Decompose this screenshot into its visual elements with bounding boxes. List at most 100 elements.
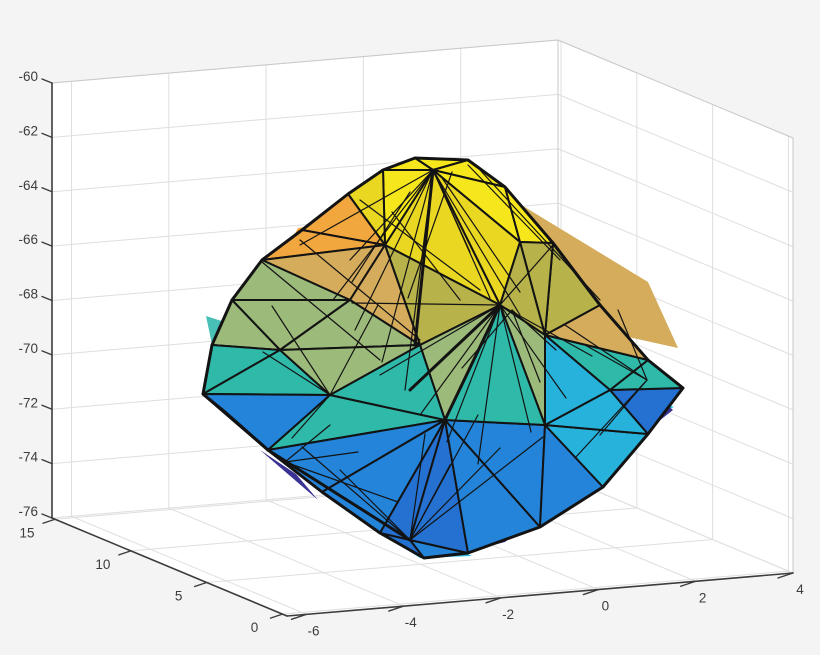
mesh-wire-edge	[284, 461, 399, 503]
y-tick-mark	[269, 613, 284, 619]
mesh-wire-edge	[359, 199, 481, 291]
mesh-wire-edge	[499, 304, 567, 399]
x-axis-line	[286, 572, 794, 617]
z-tick-mark	[41, 241, 53, 247]
x-tick-label: -2	[502, 607, 514, 622]
z-tick-mark	[41, 78, 53, 84]
x-tick-label: 4	[796, 582, 804, 597]
mesh-wire-edge	[407, 171, 453, 299]
mesh-silhouette	[201, 156, 685, 560]
grid-y-floor	[206, 538, 714, 583]
mesh-wire-edge	[409, 433, 426, 541]
mesh-wire-edge	[439, 174, 521, 293]
mesh-wire-edge	[301, 446, 411, 541]
grid-x-floor	[265, 499, 502, 599]
y-tick-mark	[193, 581, 208, 588]
grid-z-right-wall	[557, 148, 794, 248]
mesh-wire-edge	[284, 451, 359, 463]
mesh-wire-edge	[409, 436, 544, 541]
mesh-wire-edge	[477, 304, 501, 465]
mesh-wire-edge	[574, 379, 648, 459]
surface-overhang-patch	[505, 195, 678, 348]
mesh-strong-edge	[408, 303, 502, 392]
z-tick-mark	[41, 458, 53, 465]
mesh-wire-edge	[617, 309, 648, 381]
x-tick-mark	[290, 613, 308, 621]
x-tick-mark	[679, 580, 697, 587]
mesh-strong-edge	[413, 168, 435, 347]
z-tick-mark	[41, 404, 53, 410]
mesh-strong-edge	[443, 303, 502, 422]
z-tick-mark	[41, 187, 53, 193]
z-tick-label: -66	[18, 232, 38, 247]
y-tick-mark	[42, 518, 56, 524]
y-tick-label: 10	[95, 557, 110, 572]
x-tick-label: -4	[405, 615, 417, 630]
mesh-wire-edge	[511, 309, 541, 383]
mesh-wire-edge	[299, 169, 434, 246]
mesh-wire-edge	[499, 304, 532, 433]
mesh-wire-edge	[409, 414, 479, 541]
grid-z-right-wall	[557, 202, 794, 302]
mesh-strong-edge	[266, 448, 412, 542]
mesh-wire-edge	[564, 324, 648, 381]
mesh-wire-edge	[499, 244, 554, 306]
z-tick-label: -60	[18, 69, 38, 84]
mesh-wire-edge	[391, 211, 461, 301]
mesh-wire-edge	[261, 261, 381, 361]
z-tick-label: -64	[18, 178, 38, 193]
y-tick-label: 0	[251, 620, 259, 635]
z-tick-mark	[41, 513, 53, 519]
mesh-wire-edge	[299, 239, 421, 341]
mesh-wire-edge	[461, 309, 513, 369]
mesh-wire-edge	[381, 169, 434, 363]
z-tick-label: -74	[18, 450, 38, 465]
mesh-wire-edge	[409, 447, 501, 541]
mesh-wire-edge	[432, 169, 521, 316]
x-tick-mark	[388, 605, 405, 612]
mesh-wire-edge	[432, 169, 471, 253]
z-tick-mark	[41, 132, 53, 139]
y-axis-line	[51, 517, 288, 617]
box-edge-top-left	[51, 39, 559, 84]
z-tick-label: -76	[18, 504, 38, 519]
surface-overhang-patch	[260, 450, 318, 500]
mesh-wire-edge	[284, 424, 331, 463]
mesh-wire-edge	[351, 191, 411, 283]
mesh-wire-edge	[467, 164, 561, 261]
mesh-wire-edge	[339, 469, 411, 541]
grid-x-floor	[168, 507, 405, 607]
grid-y-floor	[281, 570, 789, 615]
x-tick-mark	[485, 597, 502, 604]
mesh-wire-edge	[291, 394, 331, 439]
mesh-wire-edge	[419, 304, 501, 416]
x-tick-label: 2	[699, 590, 707, 605]
grid-z-right-wall	[557, 93, 794, 193]
z-tick-label: -72	[18, 395, 38, 410]
y-tick-label: 5	[175, 588, 183, 603]
mesh-wire-edge	[584, 344, 648, 381]
x-tick-label: -6	[307, 623, 319, 638]
z-tick-label: -62	[18, 123, 38, 138]
mesh-wire-edge	[379, 304, 501, 376]
grid-z-left-wall	[51, 93, 559, 138]
grid-z-left-wall	[51, 148, 559, 193]
surface-triangle	[544, 334, 611, 426]
x-tick-mark	[777, 572, 794, 579]
x-tick-mark	[582, 588, 600, 596]
y-tick-label: 15	[20, 525, 35, 540]
surface-triangle	[329, 344, 446, 421]
z-tick-label: -70	[18, 341, 38, 356]
z-tick-label: -68	[18, 287, 38, 302]
mesh-wire-edge	[349, 169, 434, 261]
mesh-wire-edge	[329, 304, 379, 396]
mesh-wire-edge	[262, 351, 331, 396]
grid-x-floor	[70, 515, 307, 615]
y-tick-mark	[118, 550, 132, 556]
x-tick-label: 0	[602, 599, 610, 614]
mesh-wire-edge	[446, 304, 501, 443]
z-tick-mark	[41, 295, 53, 302]
z-tick-mark	[41, 350, 53, 356]
